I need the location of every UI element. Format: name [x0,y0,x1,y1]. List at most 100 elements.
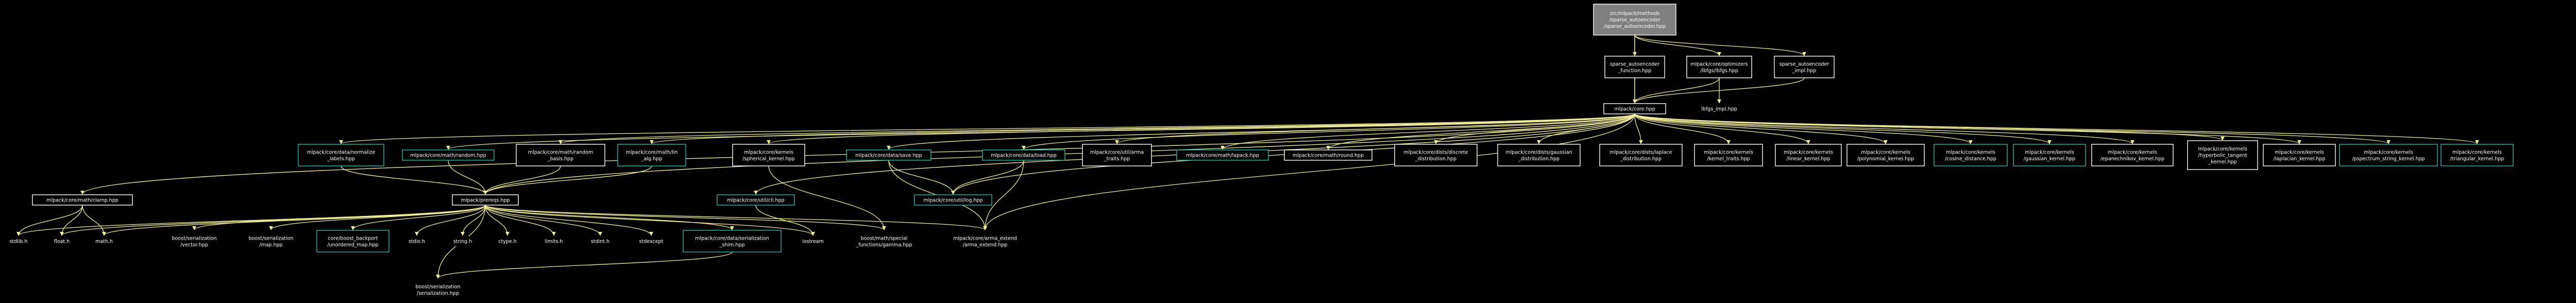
edge-prereqs-to-ctype [485,205,510,236]
node-label-line: mlpack/core/kernels [2025,149,2074,155]
edge-line [1634,113,2134,144]
node-label-line: /triangular_kernel.hpp [2450,156,2504,162]
node-label-line: mlpack/core.hpp [1614,107,1655,112]
node-gaussian_kernel[interactable]: mlpack/core/kernels/gaussian_kernel.hpp [2013,144,2086,166]
node-lbfgs[interactable]: mlpack/core/optimizers/lbfgs/lbfgs.hpp [1686,56,1752,78]
node-unordered[interactable]: core/boost_backport/unordered_map.hpp [316,230,389,252]
node-sa_function[interactable]: sparse_autoencoder_function.hpp [1604,56,1665,78]
edge-core-to-spherical [767,113,1635,144]
node-polynomial_kernel[interactable]: mlpack/core/kernels/polynomial_kernel.hp… [1846,144,1925,166]
edge-line [269,205,486,230]
node-laplace_dist[interactable]: mlpack/core/dists/laplace_distribution.h… [1599,144,1683,166]
node-box [617,144,686,166]
node-box [90,236,118,246]
edge-prereqs-to-string [461,205,486,236]
node-load[interactable]: mlpack/core/data/load.hpp [982,149,1065,161]
node-discrete[interactable]: mlpack/core/dists/discrete_distribution.… [1394,144,1478,166]
edge-line [983,113,1635,230]
node-epanechnikov[interactable]: mlpack/core/kernels/epanechnikov_kernel.… [2091,144,2174,166]
node-label-line: boost/math/special [861,235,908,241]
edge-line [1022,113,1635,150]
edge-line [755,205,815,236]
node-lapack[interactable]: mlpack/core/math/lapack.hpp [1176,149,1269,161]
node-spherical[interactable]: mlpack/core/kernels/spherical_kernel.hpp [732,144,805,166]
node-core[interactable]: mlpack/core.hpp [1603,103,1666,114]
node-label-line: boost/serialization [416,284,461,290]
node-label-line: _basis.hpp [547,156,573,162]
edge-line [485,205,815,236]
node-label-line: stdio.h [409,239,425,245]
node-label-line: mlpack/core/dists/gaussian [1505,149,1572,155]
node-label-line: limits.h [545,239,563,245]
node-random[interactable]: mlpack/core/math/random.hpp [402,149,495,161]
node-label-line: mlpack/core/kernels [1946,149,1995,155]
node-laplacian[interactable]: mlpack/core/kernels/laplacian_kernel.hpp [2263,144,2336,166]
edge-line [82,205,106,236]
node-cosine[interactable]: mlpack/core/kernels/cosine_distance.hpp [1934,144,2008,166]
node-label-line: /unordered_map.hpp [327,242,378,248]
node-box [2013,144,2086,166]
node-log[interactable]: mlpack/core/util/log.hpp [914,194,992,206]
node-shim[interactable]: mlpack/core/data/serialization_shim.hpp [683,230,782,252]
edge-core-to-linear_kernel [1634,113,1810,144]
node-hyperbolic[interactable]: mlpack/core/kernels/hyperbolic_tangent_k… [2187,140,2258,170]
node-triangular[interactable]: mlpack/core/kernels/triangular_kernel.hp… [2441,144,2514,166]
node-gaussian_dist[interactable]: mlpack/core/dists/gaussian_distribution.… [1497,144,1581,166]
edge-prereqs-to-shim [485,205,734,230]
node-arma_traits[interactable]: mlpack/core/util/arma_traits.hpp [1082,144,1152,166]
edge-core-to-arma_traits [1115,113,1635,144]
node-clamp[interactable]: mlpack/core/math/clamp.hpp [32,194,133,206]
node-lin_alg[interactable]: mlpack/core/math/lin_alg.hpp [617,144,686,166]
edge-line [1115,113,1635,144]
node-label-line: /gaussian_kernel.hpp [2024,156,2076,162]
node-kernel_traits[interactable]: mlpack/core/kernels/kernel_traits.hpp [1694,144,1763,166]
edge-line [102,205,486,236]
edge-line [1634,113,2479,144]
node-box [452,194,519,206]
node-sa_impl[interactable]: sparse_autoencoder_impl.hpp [1774,56,1835,78]
node-prereqs[interactable]: mlpack/prereqs.hpp [452,194,519,206]
edge-prereqs-to-limits [485,205,556,236]
node-label-line: sparse_autoencoder [1610,61,1659,67]
node-label-line: mlpack/core/util/arma [1090,149,1144,155]
node-box [402,149,495,161]
node-box [1284,149,1372,161]
node-box [1775,144,1842,166]
node-box [316,230,389,252]
node-cli[interactable]: mlpack/core/util/cli.hpp [717,194,795,206]
edge-core-to-lin_alg [650,113,1635,144]
node-box [2263,144,2336,166]
node-pspectrum[interactable]: mlpack/core/kernels/pspectrum_string_ker… [2339,144,2438,166]
node-label-line: /linear_kernel.hpp [1786,156,1830,162]
edge-line [1634,35,1721,56]
node-box [845,230,923,252]
edge-clamp-to-math [82,205,106,236]
node-round[interactable]: mlpack/core/math/round.hpp [1284,149,1372,161]
edge-root-to-lbfgs [1634,35,1721,56]
node-box [914,194,992,206]
edge-line [485,205,734,230]
edge-line [1634,113,2391,144]
edge-lbfgs-to-core [1633,77,1720,104]
edge-line [60,205,83,236]
node-random_basis[interactable]: mlpack/core/math/random_basis.hpp [516,144,605,166]
node-box [1176,149,1269,161]
node-box [164,230,225,252]
edge-load-to-arma_extend [983,160,1024,230]
node-label-line: _labels.hpp [327,156,355,162]
edge-line [485,205,886,230]
node-label-line: mlpack/core/kernels [2275,149,2324,155]
node-box [516,144,605,166]
edge-line [983,160,1024,230]
node-map: boost/serialization/map.hpp [241,230,301,252]
node-save[interactable]: mlpack/core/data/save.hpp [846,149,931,161]
node-linear_kernel[interactable]: mlpack/core/kernels/linear_kernel.hpp [1775,144,1842,166]
edge-prereqs-to-arma_extend [485,205,987,230]
node-box [493,236,522,246]
node-label-line: mlpack/core/math/lapack.hpp [1186,153,1259,159]
node-normalize[interactable]: mlpack/core/data/normalize_labels.hpp [298,144,384,166]
node-label-line: mlpack/core/data/serialization [695,235,769,241]
edge-prereqs-to-gamma [485,205,886,230]
node-label-line: _distribution.hpp [1620,156,1662,162]
